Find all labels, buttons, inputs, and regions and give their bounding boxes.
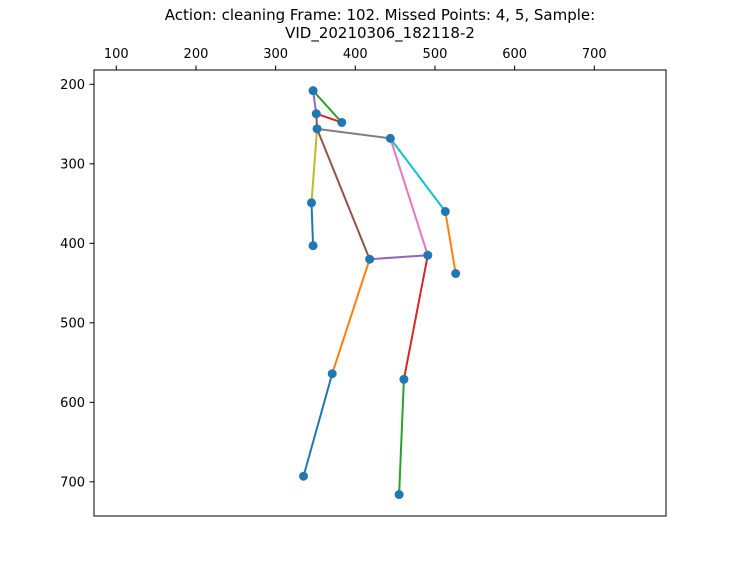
bone-9-11 [331, 258, 371, 375]
skeleton-points [299, 86, 461, 500]
bone-3-9 [316, 128, 371, 260]
keypoint-6 [451, 269, 461, 279]
keypoint-10 [423, 250, 433, 260]
y-axis-ticks: 200 300 400 500 600 700 [60, 78, 94, 490]
x-tick-label-600: 600 [502, 47, 527, 62]
x-tick-label-700: 700 [582, 47, 607, 62]
bone-4-5 [389, 137, 447, 213]
bone-10-12 [402, 255, 429, 380]
keypoint-2 [337, 117, 347, 127]
keypoint-0 [308, 86, 318, 96]
y-tick-label-700: 700 [60, 475, 85, 490]
y-tick-label-300: 300 [60, 157, 85, 172]
bone-3-7 [310, 128, 319, 203]
x-tick-label-400: 400 [343, 47, 368, 62]
bone-11-13 [302, 373, 334, 477]
x-tick-label-100: 100 [104, 47, 129, 62]
y-tick-label-500: 500 [60, 316, 85, 331]
keypoint-1 [311, 109, 321, 119]
chart-title-line-2: VID_20210306_182118-2 [285, 24, 475, 43]
keypoint-13 [299, 471, 309, 481]
bone-9-10 [369, 254, 428, 261]
y-tick-label-400: 400 [60, 237, 85, 252]
y-tick-label-600: 600 [60, 396, 85, 411]
y-tick-label-200: 200 [60, 78, 85, 93]
bone-7-8 [310, 202, 315, 246]
skeleton-bones [302, 90, 457, 495]
plot-frame [93, 69, 667, 517]
keypoint-4 [385, 133, 395, 143]
keypoint-3 [312, 124, 322, 134]
chart-title-line-1: Action: cleaning Frame: 102. Missed Poin… [165, 6, 595, 24]
x-tick-label-200: 200 [184, 47, 209, 62]
keypoint-14 [394, 490, 404, 500]
bone-5-6 [444, 211, 457, 274]
x-tick-label-300: 300 [263, 47, 288, 62]
bone-0-2 [312, 90, 343, 124]
keypoint-7 [306, 198, 316, 208]
x-axis-ticks: 100 200 300 400 500 600 700 [104, 47, 607, 70]
bone-4-10 [389, 138, 429, 256]
keypoint-12 [399, 374, 409, 384]
bone-12-14 [398, 379, 405, 495]
bone-3-4 [316, 127, 391, 140]
keypoint-8 [308, 241, 318, 251]
keypoint-5 [440, 207, 450, 217]
keypoint-11 [327, 369, 337, 379]
keypoint-9 [365, 254, 375, 264]
x-tick-label-500: 500 [423, 47, 448, 62]
